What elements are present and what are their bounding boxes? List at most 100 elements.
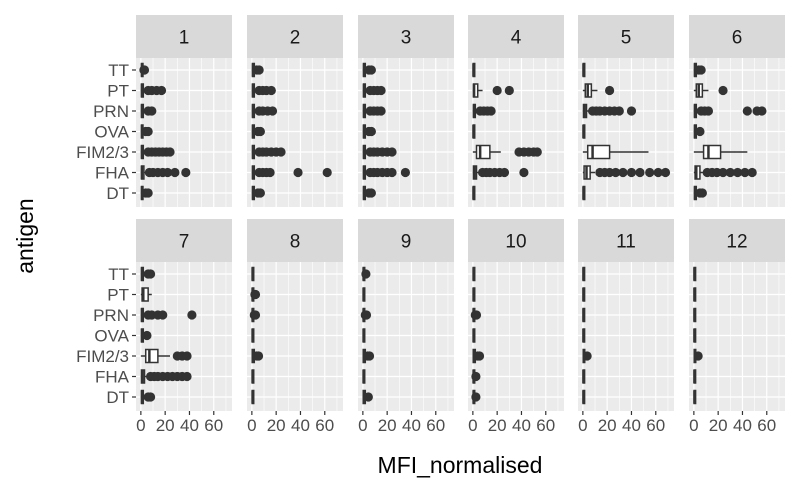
boxplot-FHA [140, 165, 191, 180]
boxplot-DT [471, 389, 481, 405]
boxplot-OVA [472, 328, 476, 343]
boxplot-FIM2/3 [140, 144, 175, 160]
boxplot-OVA [362, 124, 376, 139]
outlier-point [366, 126, 376, 137]
boxplot-OVA [251, 328, 255, 343]
x-tick-label: 40 [291, 416, 310, 435]
outlier-point [387, 147, 397, 157]
outlier-point [170, 167, 180, 178]
outlier-point [158, 310, 168, 320]
boxplot-PRN [140, 307, 197, 323]
boxplot-OVA [362, 328, 366, 343]
boxplot-PRN [582, 103, 637, 119]
outlier-point [322, 167, 332, 178]
facet-strip-label: 11 [616, 232, 636, 253]
boxplot-FHA [582, 165, 671, 180]
outlier-point [267, 106, 278, 116]
facet-strip-label: 1 [179, 28, 190, 49]
x-tick-label: 60 [315, 416, 334, 435]
y-axis-title: antigen [12, 198, 38, 273]
y-tick-label: PT [107, 82, 129, 101]
y-tick-label: PRN [93, 102, 129, 121]
outlier-point [142, 330, 152, 341]
x-tick-label: 20 [156, 416, 175, 435]
x-tick-label: 0 [578, 416, 587, 435]
panel-background [468, 58, 564, 207]
x-tick-label: 40 [622, 416, 641, 435]
boxplot-PRN [472, 103, 496, 119]
outlier-point [139, 65, 150, 75]
panel-background [247, 262, 343, 411]
facet-strip-label: 6 [732, 28, 743, 49]
outlier-point [693, 351, 703, 361]
facet-panel-6: 6 [689, 15, 785, 207]
boxplot-OVA [582, 124, 586, 139]
boxplot-PT [693, 287, 697, 302]
boxplot-DT [693, 389, 697, 405]
outlier-point [364, 351, 375, 361]
outlier-point [143, 188, 153, 198]
outlier-point [532, 147, 542, 157]
outlier-point [703, 106, 714, 116]
facet-strip [689, 219, 785, 262]
x-tick-label: 60 [204, 416, 223, 435]
outlier-point [145, 269, 156, 279]
boxplot-PT [362, 83, 386, 98]
outlier-point [474, 351, 485, 361]
boxplot-FIM2/3 [582, 348, 592, 364]
boxplot-PT [582, 287, 586, 302]
boxplot-DT [362, 185, 376, 201]
boxplot-PRN [470, 307, 482, 323]
facet-strip-label: 5 [621, 28, 632, 49]
boxplot-DT [693, 185, 707, 201]
outlier-point [471, 392, 481, 402]
facet-strip [136, 219, 232, 262]
boxplot-PT [693, 83, 728, 98]
x-tick-label: 20 [488, 416, 507, 435]
boxplot-PT [582, 83, 615, 98]
box [586, 144, 611, 160]
x-tick-label: 0 [468, 416, 477, 435]
outlier-point [182, 351, 192, 361]
outlier-point [376, 106, 386, 116]
y-tick-label: FHA [95, 164, 130, 183]
outlier-point [143, 126, 153, 137]
outlier-point [733, 167, 743, 178]
outlier-point [626, 106, 637, 116]
outlier-point [757, 106, 767, 116]
outlier-point [471, 310, 482, 320]
panel-background [358, 262, 454, 411]
outlier-point [181, 167, 191, 178]
boxplot-TT [472, 62, 476, 78]
outlier-point [653, 167, 663, 178]
facet-panel-10: 10 0 20 40 60 [468, 219, 564, 435]
outlier-point [250, 310, 261, 320]
outlier-point [582, 351, 592, 361]
x-tick-label: 60 [426, 416, 445, 435]
facet-strip-label: 7 [179, 232, 190, 253]
boxplot-FHA [693, 369, 697, 384]
x-tick-label: 20 [598, 416, 617, 435]
boxplot-FHA [362, 165, 410, 180]
outlier-point [742, 106, 752, 116]
outlier-point [255, 188, 265, 198]
boxplot-FHA [471, 369, 481, 384]
boxplot-FIM2/3 [472, 348, 485, 364]
outlier-point [626, 167, 637, 178]
boxplot-PRN [360, 307, 372, 323]
outlier-point [361, 310, 372, 320]
boxplot-PT [251, 83, 276, 98]
boxplot-OVA [251, 124, 265, 139]
y-tick-label: DT [106, 388, 129, 407]
boxplot-FIM2/3 [362, 144, 397, 160]
outlier-point [499, 167, 510, 178]
y-tick-label: PT [107, 286, 129, 305]
outlier-point [376, 85, 386, 96]
outlier-point [366, 65, 376, 75]
boxplot-PRN [693, 103, 767, 119]
facet-strip-label: 12 [726, 232, 747, 253]
outlier-point [492, 85, 502, 96]
boxplot-PRN [693, 307, 697, 323]
outlier-point [250, 289, 261, 300]
